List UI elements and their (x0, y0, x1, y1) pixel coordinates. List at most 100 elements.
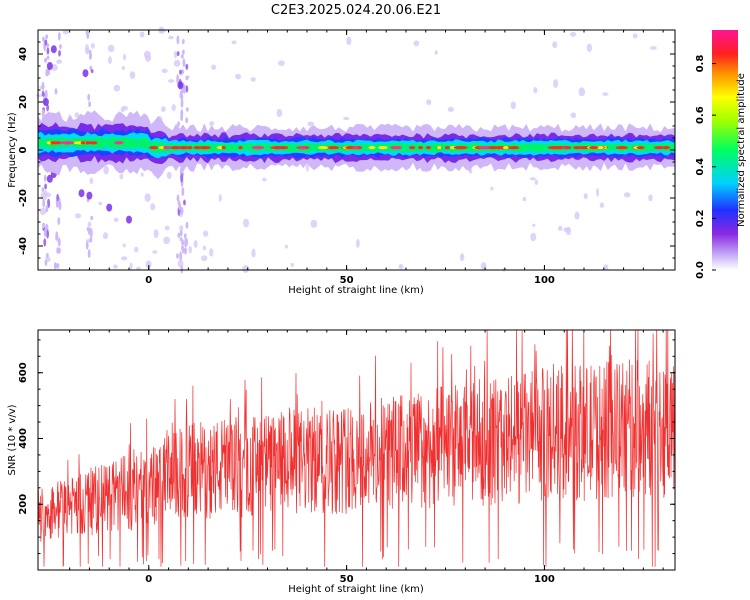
spectrogram-noise-mark (43, 174, 47, 182)
spectrogram-noise-mark (44, 259, 48, 266)
spectrogram-noise-mark (62, 29, 69, 35)
spectrogram-noise-mark (343, 116, 350, 121)
spectrogram-y-axis-label: Frequency (Hz) (7, 112, 18, 188)
spectrogram-noise-mark (185, 107, 189, 112)
spectrogram-noise-mark (532, 223, 536, 227)
spectrogram-noise-mark (46, 229, 50, 239)
figure-title: C2E3.2025.024.20.06.E21 (271, 3, 441, 18)
spectrogram-y-ticks: -40 -20 0 20 40 (18, 29, 675, 271)
spectrogram-ridge-layer-4 (38, 135, 675, 154)
spectrogram-noise-mark (58, 200, 62, 211)
spectrogram-hotspot (317, 146, 329, 150)
spectrogram-noise-mark (648, 194, 653, 202)
spectrogram-hotspot (653, 146, 665, 150)
spectrogram-noise-mark (41, 187, 45, 193)
colorbar-gradient (712, 30, 738, 270)
spectrogram-noise-mark (122, 243, 126, 248)
spectrogram-blob (46, 62, 53, 70)
spectrogram-noise-mark (150, 203, 156, 211)
spectrogram-noise-mark (53, 262, 57, 270)
snr-frame (37, 329, 676, 571)
spectrogram-noise-mark (202, 230, 209, 237)
spectrogram-hotspot (163, 146, 168, 150)
spectrogram-noise-mark (183, 199, 186, 206)
spectrogram-noise-mark (119, 173, 124, 180)
spectrogram-y-tick-label: -40 (18, 237, 29, 255)
spectrogram-noise-mark (278, 60, 285, 66)
spectrogram-noise-mark (426, 99, 432, 105)
spectrogram-hotspot (425, 146, 432, 150)
spectrogram-noise-mark (42, 198, 46, 208)
snr-y-tick-label: 400 (18, 428, 29, 449)
spectrogram-panel: 0 50 100 -40 -20 0 20 40 Height of straight li… (7, 26, 676, 296)
spectrogram-noise-mark (553, 79, 559, 88)
spectrogram-noise-mark (569, 32, 577, 37)
spectrogram-noise-mark (565, 226, 572, 236)
spectrogram-noise-mark (179, 225, 184, 232)
spectrogram-noise-mark (180, 93, 184, 100)
spectrogram-x-tick-label: 50 (340, 275, 354, 286)
spectrogram-noise-mark (46, 55, 50, 60)
spectrogram-noise-mark (533, 86, 538, 94)
snr-x-axis-label: Height of straight line (km) (288, 584, 424, 595)
spectrogram-noise-mark (112, 264, 118, 269)
spectrogram-noise-mark (211, 64, 217, 70)
colorbar-label: Normalized spectral amplitude (736, 73, 747, 227)
spectrogram-noise-mark (161, 68, 168, 74)
spectrogram-noise-mark (173, 50, 178, 59)
spectrogram-noise-mark (632, 33, 638, 39)
spectrogram-noise-mark (529, 177, 536, 181)
spectrogram-blob (106, 203, 113, 212)
spectrogram-noise-mark (88, 49, 92, 55)
spectrogram-noise-mark (56, 59, 63, 64)
spectrogram-hotspot (417, 146, 424, 150)
spectrogram-noise-mark (44, 57, 47, 63)
spectrogram-noise-mark (180, 109, 184, 118)
spectrogram-noise-mark (103, 165, 109, 175)
colorbar-ticks: 0.0 0.2 0.4 0.6 0.8 (695, 55, 716, 279)
spectrogram-noise-mark (534, 179, 539, 186)
spectrogram-hotspot (238, 146, 243, 150)
spectrogram-x-axis-label: Height of straight line (km) (288, 285, 424, 296)
spectrogram-noise-mark (90, 215, 94, 221)
spectrogram-noise-mark (262, 177, 267, 182)
spectrogram-hotspot (576, 146, 590, 150)
spectrogram-noise-mark (184, 238, 187, 248)
spectrogram-noise-mark (143, 50, 151, 59)
spectrogram-noise-mark (530, 232, 537, 242)
spectrogram-noise-mark (45, 34, 49, 40)
spectrogram-noise-mark (310, 219, 318, 228)
spectrogram-noise-mark (188, 245, 192, 254)
snr-x-tick-label: 100 (534, 574, 555, 585)
spectrogram-x-tick-label: 100 (534, 275, 555, 286)
spectrogram-noise-mark (57, 237, 61, 247)
spectrogram-hotspot (251, 146, 265, 150)
colorbar-tick-label: 0.2 (695, 209, 706, 227)
spectrogram-noise-mark (398, 263, 404, 270)
spectrogram-blob (177, 81, 184, 90)
spectrogram-noise-mark (649, 46, 657, 50)
spectrogram-noise-mark (180, 173, 184, 183)
spectrogram-noise-mark (56, 262, 60, 269)
spectrogram-noise-mark (46, 104, 50, 112)
spectrogram-noise-mark (522, 196, 527, 202)
spectrogram-hotspot (368, 146, 376, 150)
spectrogram-noise-mark (490, 186, 494, 191)
spectrogram-hotspot (573, 146, 581, 150)
spectrogram-noise-mark (58, 50, 61, 57)
spectrogram-noise-mark (39, 207, 47, 216)
spectrogram-noise-mark (209, 248, 214, 257)
spectrogram-noise-mark (121, 105, 129, 111)
spectrogram-hotspot (487, 146, 499, 150)
spectrogram-noise-mark (434, 50, 438, 55)
spectrogram-noise-mark (185, 63, 189, 70)
snr-y-ticks: 200 400 600 (18, 339, 675, 555)
spectrogram-noise-mark (480, 262, 487, 270)
spectrogram-noise-mark (87, 93, 91, 101)
spectrogram-noise-mark (161, 106, 166, 113)
spectrogram-noise-mark (173, 59, 181, 67)
spectrogram-y-tick-label: 0 (18, 146, 29, 153)
spectrogram-noise-mark (176, 194, 180, 202)
spectrogram-noise-mark (144, 193, 151, 202)
spectrogram-hotspot (662, 146, 670, 150)
